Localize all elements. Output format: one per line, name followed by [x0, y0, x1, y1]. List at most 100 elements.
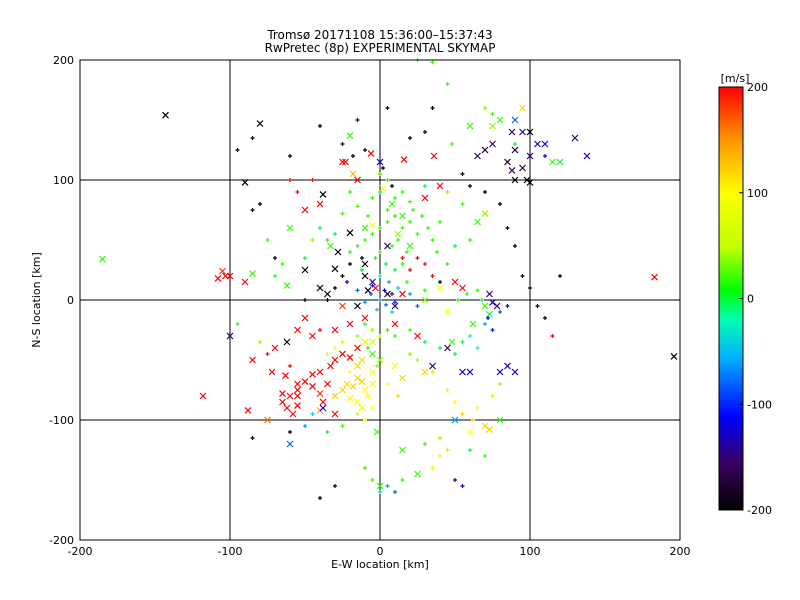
point-plus-marker	[310, 178, 315, 182]
point-x-marker	[282, 372, 289, 380]
point-plus-marker	[420, 214, 424, 218]
point-plus-marker	[445, 82, 450, 86]
point-x-marker	[327, 362, 334, 370]
point-x-marker	[361, 260, 369, 268]
point-plus-marker	[423, 184, 427, 188]
point-plus-marker	[378, 250, 382, 254]
point-plus-marker	[385, 382, 390, 386]
point-x-marker	[214, 274, 222, 282]
point-x-marker	[339, 302, 346, 310]
point-plus-marker	[460, 340, 465, 344]
point-plus-marker	[318, 496, 322, 500]
point-plus-marker	[465, 292, 469, 296]
point-x-marker	[526, 178, 534, 186]
point-plus-marker	[385, 484, 390, 488]
point-plus-marker	[385, 328, 390, 332]
x-tick-label: 200	[670, 545, 691, 558]
point-plus-marker	[390, 244, 394, 248]
point-plus-marker	[378, 172, 382, 176]
point-plus-marker	[318, 124, 322, 128]
point-plus-marker	[460, 202, 465, 206]
point-x-marker	[474, 218, 481, 226]
point-plus-marker	[375, 307, 379, 312]
x-tick-label: 100	[520, 545, 541, 558]
point-x-marker	[354, 302, 361, 310]
point-plus-marker	[385, 208, 390, 212]
point-x-marker	[199, 392, 207, 400]
point-plus-marker	[333, 346, 337, 350]
point-x-marker	[316, 390, 324, 398]
point-plus-marker	[400, 190, 405, 194]
point-x-marker	[451, 278, 459, 286]
point-plus-marker	[468, 184, 472, 188]
point-plus-marker	[400, 256, 405, 260]
point-plus-marker	[378, 298, 382, 302]
point-x-marker	[271, 344, 279, 352]
point-plus-marker	[430, 60, 435, 65]
point-plus-marker	[348, 370, 352, 374]
point-plus-marker	[384, 302, 388, 307]
point-x-marker	[406, 242, 414, 250]
point-plus-marker	[408, 352, 412, 356]
point-plus-marker	[387, 280, 391, 284]
point-plus-marker	[475, 346, 480, 350]
point-plus-marker	[430, 274, 435, 278]
point-x-marker	[399, 212, 406, 220]
grid-lines	[80, 60, 680, 540]
point-plus-marker	[430, 370, 435, 374]
point-plus-marker	[378, 490, 382, 494]
point-x-marker	[459, 368, 466, 376]
point-x-marker	[511, 146, 519, 154]
point-x-marker	[466, 122, 474, 130]
point-plus-marker	[370, 478, 375, 482]
point-plus-marker	[393, 268, 397, 272]
point-x-marker	[294, 326, 301, 334]
point-x-marker	[286, 392, 294, 400]
point-x-marker	[369, 222, 376, 230]
point-plus-marker	[273, 256, 277, 260]
point-x-marker	[376, 158, 384, 166]
point-plus-marker	[333, 484, 337, 488]
point-x-marker	[342, 158, 349, 166]
point-x-marker	[400, 156, 408, 164]
point-x-marker	[283, 338, 291, 346]
point-x-marker	[373, 428, 381, 436]
point-x-marker	[384, 290, 391, 298]
colorbar-tick-label: -100	[747, 398, 772, 411]
point-plus-marker	[468, 334, 472, 338]
point-plus-marker	[345, 280, 349, 284]
x-tick-label: -100	[218, 545, 243, 558]
point-x-marker	[241, 178, 249, 186]
point-plus-marker	[453, 352, 457, 356]
point-plus-marker	[498, 382, 502, 386]
point-x-marker	[541, 140, 549, 148]
point-plus-marker	[370, 196, 375, 200]
point-x-marker	[331, 356, 339, 364]
point-plus-marker	[490, 394, 495, 398]
point-x-marker	[436, 284, 444, 292]
point-x-marker	[489, 122, 496, 130]
colorbar-tick-label: -200	[747, 504, 772, 517]
point-x-marker	[331, 326, 339, 334]
point-x-marker	[376, 356, 384, 364]
point-plus-marker	[505, 304, 510, 308]
point-plus-marker	[280, 262, 285, 266]
point-x-marker	[268, 368, 276, 376]
point-x-marker	[279, 390, 286, 398]
x-tick-label: 0	[377, 545, 384, 558]
point-plus-marker	[366, 346, 370, 350]
point-plus-marker	[363, 418, 367, 422]
point-plus-marker	[258, 340, 262, 344]
point-x-marker	[361, 386, 369, 394]
point-x-marker	[369, 368, 376, 376]
point-plus-marker	[438, 436, 442, 440]
point-x-marker	[349, 382, 357, 390]
point-plus-marker	[445, 388, 450, 392]
point-plus-marker	[535, 304, 540, 308]
point-plus-marker	[360, 256, 364, 260]
y-tick-label: 0	[67, 294, 74, 307]
point-plus-marker	[288, 178, 292, 182]
colorbar-tick-label: 200	[747, 81, 768, 94]
point-x-marker	[289, 410, 297, 418]
point-plus-marker	[415, 304, 420, 308]
